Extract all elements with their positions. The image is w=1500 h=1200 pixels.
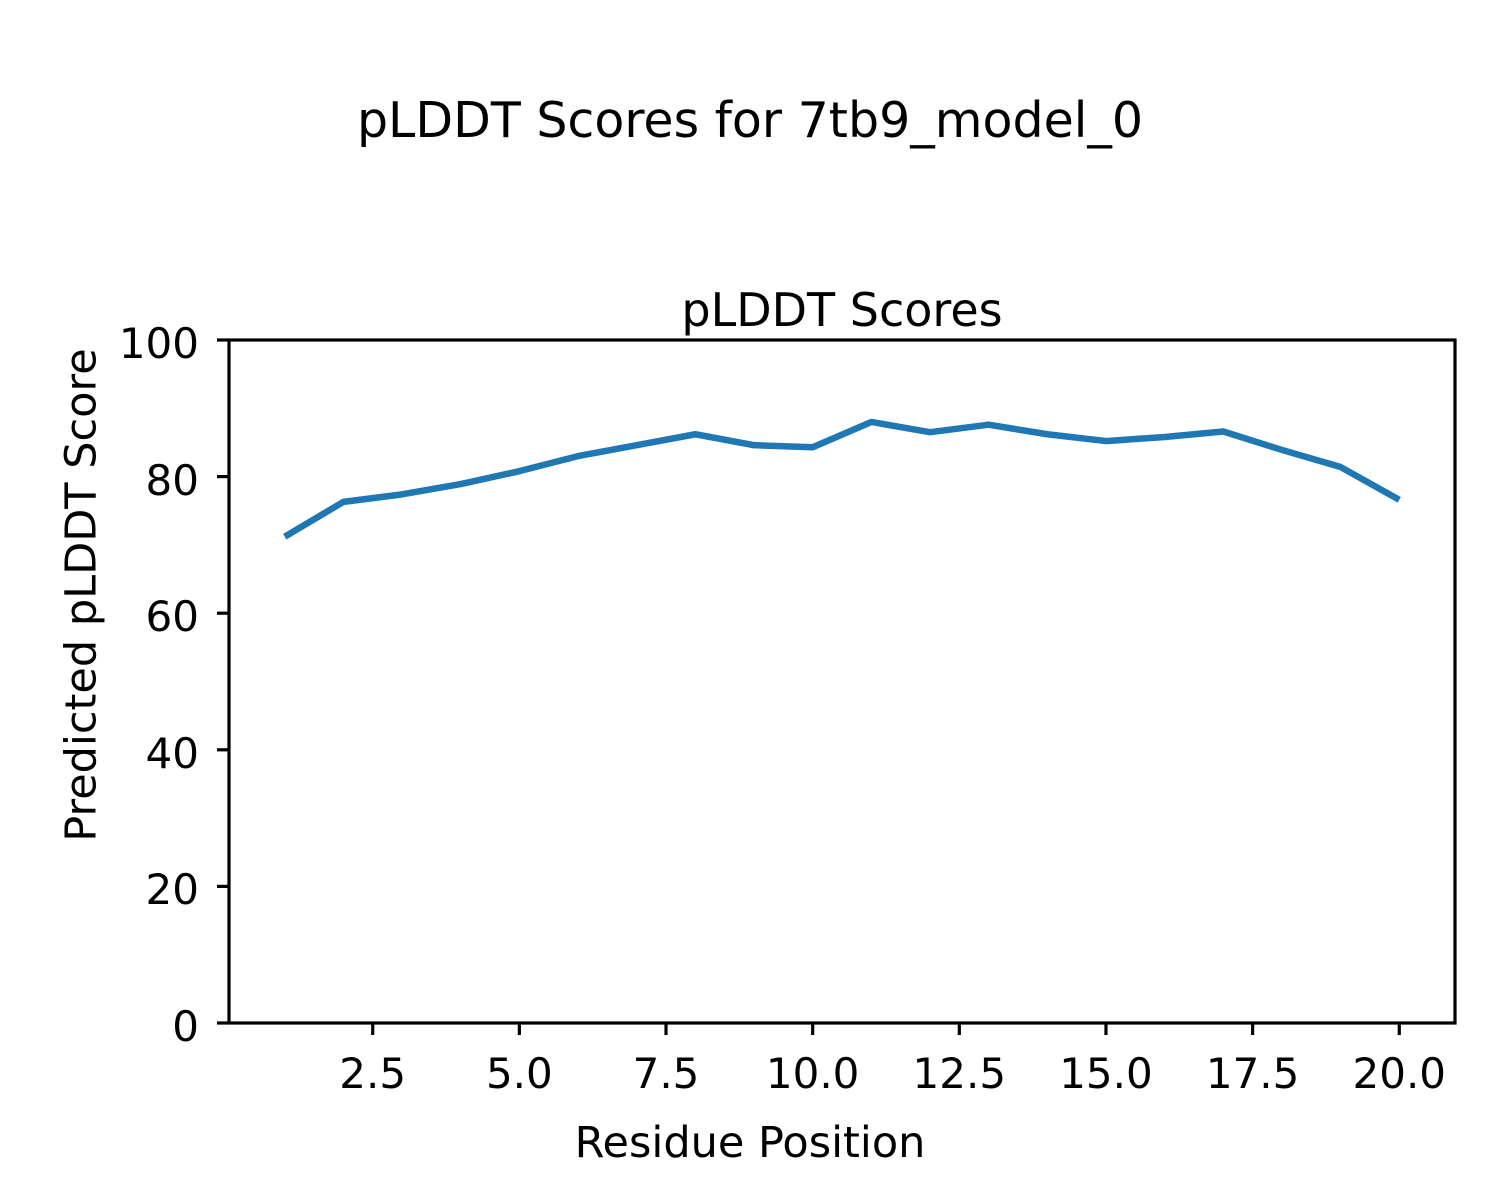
axes-spines [227,338,1457,1025]
x-tick-label: 15.0 [1059,1049,1153,1098]
y-tick-label: 100 [118,319,199,368]
x-axis-label: Residue Position [574,1118,926,1168]
x-tick-label: 2.5 [339,1049,407,1098]
y-tick-label: 40 [145,728,199,778]
x-tick-label: 20.0 [1352,1049,1447,1098]
plddt-line-series [283,418,1401,540]
axis-tick-marks [217,338,1401,1035]
y-tick-label: 60 [145,592,199,642]
x-tick-label: 7.5 [632,1049,700,1098]
axes-title: pLDDT Scores [681,283,1003,337]
x-tick-label: 17.5 [1205,1049,1300,1098]
x-tick-label: 10.0 [765,1049,860,1098]
y-tick-label: 0 [172,1002,199,1051]
figure-title: pLDDT Scores for 7tb9_model_0 [356,92,1144,149]
x-tick-label: 5.0 [485,1049,553,1098]
y-tick-label: 20 [145,865,199,915]
y-tick-label: 80 [145,455,199,505]
plot-area [217,338,1457,1035]
x-tick-label: 12.5 [912,1049,1007,1098]
